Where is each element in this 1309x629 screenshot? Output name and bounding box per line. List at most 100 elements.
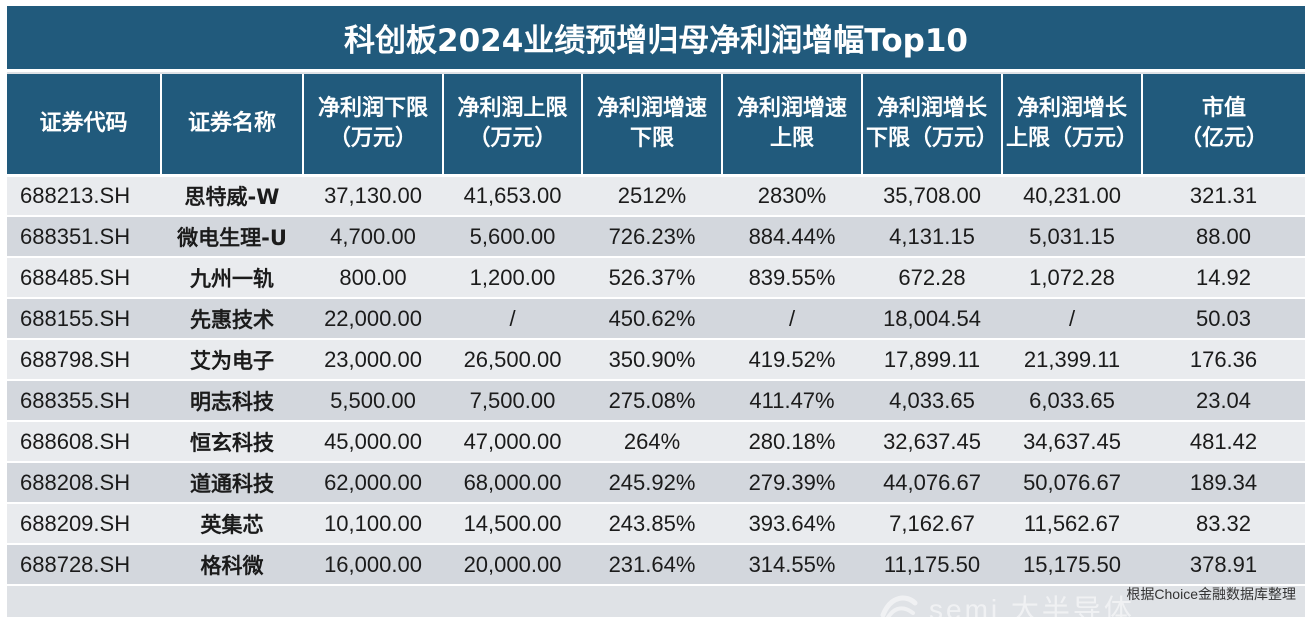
cell-profit-high: 26,500.00 (443, 339, 582, 381)
cell-growth-amount-high: / (1002, 298, 1142, 340)
cell-code: 688355.SH (7, 380, 161, 422)
cell-growth-rate-low: 245.92% (582, 462, 722, 504)
cell-market-cap: 481.42 (1142, 421, 1305, 463)
cell-growth-rate-low: 450.62% (582, 298, 722, 340)
cell-growth-rate-low: 243.85% (582, 503, 722, 545)
cell-profit-low: 5,500.00 (303, 380, 443, 422)
cell-market-cap: 189.34 (1142, 462, 1305, 504)
cell-code: 688209.SH (7, 503, 161, 545)
cell-growth-amount-low: 35,708.00 (862, 175, 1002, 217)
cell-market-cap: 50.03 (1142, 298, 1305, 340)
cell-profit-low: 4,700.00 (303, 216, 443, 258)
table-row: 688208.SH 道通科技 62,000.00 68,000.00 245.92% 27… (7, 462, 1305, 504)
cell-growth-amount-low: 11,175.50 (862, 544, 1002, 586)
cell-name: 恒玄科技 (161, 421, 303, 463)
table-header-row: 证券代码 证券名称 净利润下限 （万元） 净利润上限 （万元） 净利润增速 下限 (7, 74, 1305, 177)
cell-code: 688485.SH (7, 257, 161, 299)
performance-table: 证券代码 证券名称 净利润下限 （万元） 净利润上限 （万元） 净利润增速 下限 (7, 74, 1305, 586)
cell-growth-amount-low: 4,033.65 (862, 380, 1002, 422)
cell-growth-amount-high: 5,031.15 (1002, 216, 1142, 258)
cell-growth-rate-high: 279.39% (722, 462, 862, 504)
cell-growth-amount-high: 1,072.28 (1002, 257, 1142, 299)
cell-growth-rate-high: 884.44% (722, 216, 862, 258)
table-row: 688485.SH 九州一轨 800.00 1,200.00 526.37% 839.55… (7, 257, 1305, 299)
cell-growth-amount-high: 15,175.50 (1002, 544, 1142, 586)
header-cell-growth-rate-high: 净利润增速 上限 (721, 74, 862, 177)
cell-growth-rate-high: 314.55% (722, 544, 862, 586)
cell-growth-amount-low: 7,162.67 (862, 503, 1002, 545)
header-cell-profit-high: 净利润上限 （万元） (442, 74, 582, 177)
cell-profit-low: 45,000.00 (303, 421, 443, 463)
cell-profit-high: 68,000.00 (443, 462, 582, 504)
cell-market-cap: 88.00 (1142, 216, 1305, 258)
table-row: 688355.SH 明志科技 5,500.00 7,500.00 275.08% 411.… (7, 380, 1305, 422)
cell-growth-rate-high: 393.64% (722, 503, 862, 545)
cell-code: 688155.SH (7, 298, 161, 340)
header-cell-profit-low: 净利润下限 （万元） (302, 74, 443, 177)
table-row: 688155.SH 先惠技术 22,000.00/450.62%/18,004.54… (7, 298, 1305, 340)
cell-name: 九州一轨 (161, 257, 303, 299)
table-row: 688608.SH 恒玄科技 45,000.00 47,000.00 264% 280.1… (7, 421, 1305, 463)
cell-name: 格科微 (161, 544, 303, 586)
table-row: 688213.SH 思特威-W 37,130.00 41,653.00 2512% 283… (7, 175, 1305, 217)
cell-name: 明志科技 (161, 380, 303, 422)
cell-market-cap: 176.36 (1142, 339, 1305, 381)
header-cell-growth-rate-low: 净利润增速 下限 (581, 74, 722, 177)
cell-growth-rate-high: 839.55% (722, 257, 862, 299)
cell-growth-rate-low: 2512% (582, 175, 722, 217)
header-cell-code: 证券代码 (7, 74, 161, 177)
cell-growth-amount-low: 672.28 (862, 257, 1002, 299)
cell-name: 道通科技 (161, 462, 303, 504)
cell-growth-amount-high: 50,076.67 (1002, 462, 1142, 504)
cell-code: 688728.SH (7, 544, 161, 586)
cell-growth-rate-high: 2830% (722, 175, 862, 217)
cell-name: 先惠技术 (161, 298, 303, 340)
cell-profit-low: 22,000.00 (303, 298, 443, 340)
table-row: 688209.SH 英集芯 10,100.00 14,500.00 243.85% 393… (7, 503, 1305, 545)
cell-growth-rate-low: 526.37% (582, 257, 722, 299)
watermark-text: semi 大半导体 (929, 594, 1135, 625)
cell-code: 688213.SH (7, 175, 161, 217)
cell-growth-rate-low: 264% (582, 421, 722, 463)
cell-growth-amount-high: 11,562.67 (1002, 503, 1142, 545)
cell-growth-amount-high: 34,637.45 (1002, 421, 1142, 463)
cell-profit-high: 1,200.00 (443, 257, 582, 299)
cell-growth-amount-high: 6,033.65 (1002, 380, 1142, 422)
cell-growth-amount-low: 18,004.54 (862, 298, 1002, 340)
cell-growth-amount-low: 17,899.11 (862, 339, 1002, 381)
cell-code: 688608.SH (7, 421, 161, 463)
cell-market-cap: 14.92 (1142, 257, 1305, 299)
cell-profit-high: 5,600.00 (443, 216, 582, 258)
cell-profit-low: 23,000.00 (303, 339, 443, 381)
header-cell-growth-amount-high: 净利润增长 上限（万元） (1001, 74, 1142, 177)
cell-profit-high: 20,000.00 (443, 544, 582, 586)
cell-profit-high: 14,500.00 (443, 503, 582, 545)
cell-growth-rate-low: 231.64% (582, 544, 722, 586)
cell-name: 英集芯 (161, 503, 303, 545)
cell-code: 688798.SH (7, 339, 161, 381)
data-source-note: 根据Choice金融数据库整理 (1126, 586, 1296, 602)
table-row: 688351.SH 微电生理-U 4,700.00 5,600.00 726.23% 88… (7, 216, 1305, 258)
cell-growth-amount-low: 4,131.15 (862, 216, 1002, 258)
table-body: 688213.SH 思特威-W 37,130.00 41,653.00 2512% 283… (7, 175, 1305, 586)
cell-profit-low: 800.00 (303, 257, 443, 299)
cell-growth-amount-high: 21,399.11 (1002, 339, 1142, 381)
header-cell-growth-amount-low: 净利润增长 下限（万元） (861, 74, 1002, 177)
cell-market-cap: 378.91 (1142, 544, 1305, 586)
cell-profit-high: 41,653.00 (443, 175, 582, 217)
cell-profit-high: / (443, 298, 582, 340)
cell-profit-high: 47,000.00 (443, 421, 582, 463)
cell-growth-rate-low: 350.90% (582, 339, 722, 381)
cell-growth-amount-high: 40,231.00 (1002, 175, 1142, 217)
cell-profit-high: 7,500.00 (443, 380, 582, 422)
cell-profit-low: 62,000.00 (303, 462, 443, 504)
cell-code: 688208.SH (7, 462, 161, 504)
cell-profit-low: 37,130.00 (303, 175, 443, 217)
table-row: 688798.SH 艾为电子 23,000.00 26,500.00 350.90% 41… (7, 339, 1305, 381)
semi-logo-icon (880, 595, 918, 621)
cell-growth-rate-low: 726.23% (582, 216, 722, 258)
watermark: semi 大半导体 (879, 588, 1135, 628)
cell-growth-rate-low: 275.08% (582, 380, 722, 422)
cell-market-cap: 321.31 (1142, 175, 1305, 217)
table-title: 科创板2024业绩预增归母净利润增幅Top10 (7, 6, 1305, 72)
